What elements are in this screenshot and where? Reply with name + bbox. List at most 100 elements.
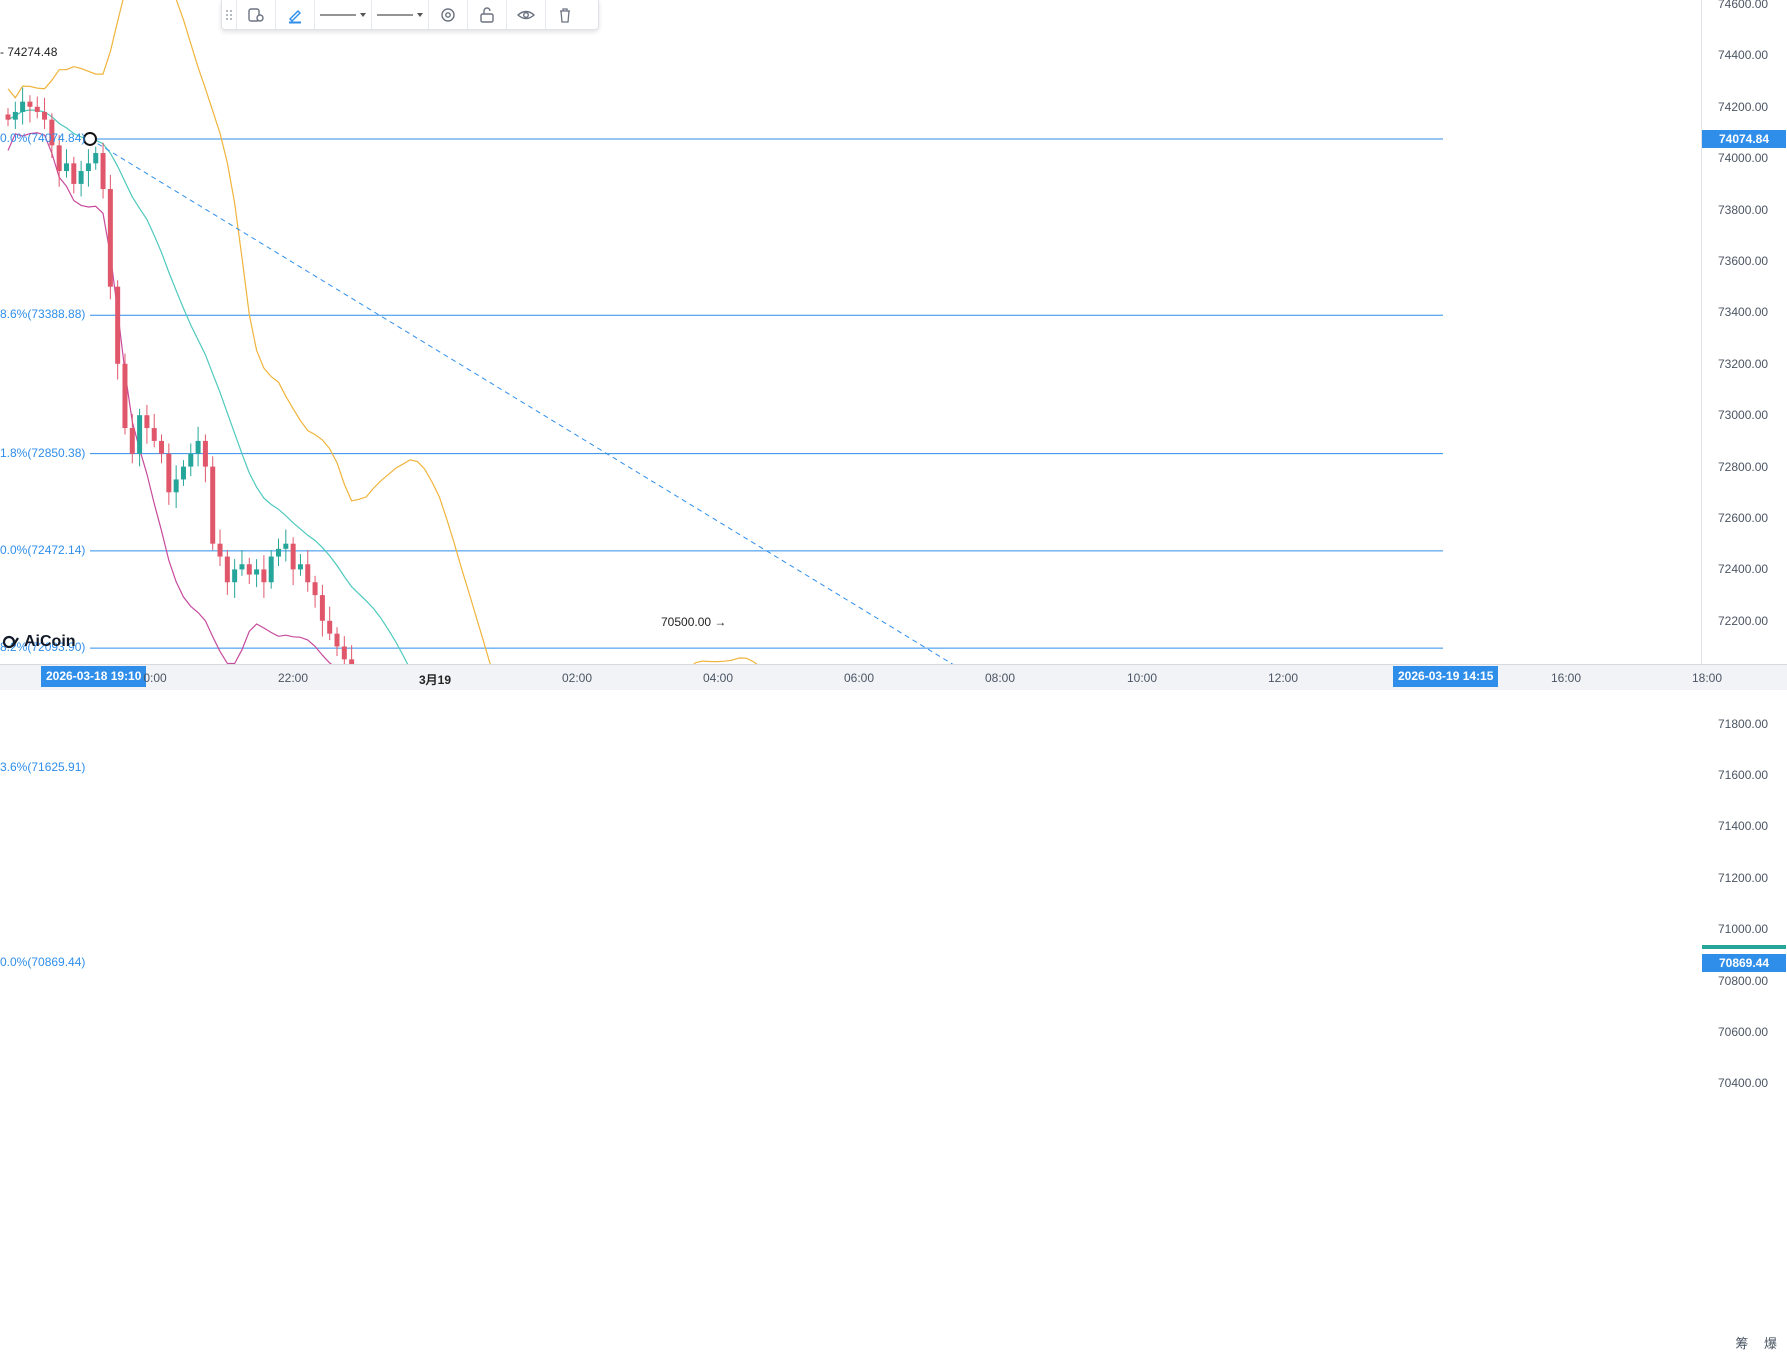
current-price-marker xyxy=(1702,945,1786,950)
candle xyxy=(115,286,121,364)
price-tick: 73200.00 xyxy=(1718,356,1769,371)
lower-band-line xyxy=(7,132,333,664)
drawing-toolbar xyxy=(221,0,599,30)
price-tick: 71400.00 xyxy=(1718,819,1769,834)
time-tick-partial: 0:00 xyxy=(143,671,167,685)
candle xyxy=(12,111,18,120)
candle xyxy=(93,153,99,164)
candle xyxy=(34,106,40,112)
candle xyxy=(305,564,311,583)
price-tick: 72200.00 xyxy=(1718,613,1769,628)
high-price-value: 74274.48 xyxy=(7,45,58,59)
candle xyxy=(210,466,216,544)
aicoin-logo: AiCoin xyxy=(2,633,76,651)
price-tick: 74600.00 xyxy=(1718,0,1769,11)
candle xyxy=(268,556,274,583)
visibility-icon[interactable] xyxy=(507,0,546,29)
price-tick: 72600.00 xyxy=(1718,511,1769,525)
candle xyxy=(71,163,77,184)
candle xyxy=(122,363,128,429)
end-time-tag: 2026-03-19 14:15 xyxy=(1393,666,1499,687)
fib-level-label: 0.0%(72472.14) xyxy=(0,542,86,557)
time-tick: 02:00 xyxy=(561,671,593,685)
settings-icon[interactable] xyxy=(429,0,468,29)
candle xyxy=(20,101,26,112)
time-tick: 12:00 xyxy=(1267,671,1299,685)
candle xyxy=(49,119,55,146)
candle xyxy=(151,428,157,441)
low-price-value: 70500.00 xyxy=(661,615,712,629)
time-tick: 18:00 xyxy=(1691,671,1723,685)
candle xyxy=(246,564,252,575)
fib-level-label: 0.0%(74074.84) xyxy=(0,130,86,145)
price-tick: 74000.00 xyxy=(1718,151,1769,166)
price-tick: 72800.00 xyxy=(1718,459,1769,474)
candle xyxy=(217,543,223,557)
candle xyxy=(312,582,318,596)
fib-level-label: 8.6%(73388.88) xyxy=(0,307,86,322)
candle xyxy=(283,543,289,549)
candle xyxy=(166,453,172,493)
candle xyxy=(276,548,282,557)
candle xyxy=(144,415,150,429)
time-tick: 08:00 xyxy=(984,671,1016,685)
candle xyxy=(137,415,143,454)
time-tick: 22:00 xyxy=(277,671,309,685)
logo-text: AiCoin xyxy=(24,633,76,650)
price-chart[interactable] xyxy=(0,0,1701,664)
fib-top-price-tag: 74074.84 xyxy=(1702,129,1786,148)
time-axis[interactable]: 2026-03-18 19:10 0:00 2026-03-19 14:15 筹… xyxy=(0,664,1787,1351)
price-tick: 71800.00 xyxy=(1718,716,1769,731)
delete-icon[interactable] xyxy=(546,0,584,29)
start-time-tag: 2026-03-18 19:10 xyxy=(41,666,147,687)
high-price-label: - 74274.48 xyxy=(0,45,58,59)
drag-handle-icon[interactable] xyxy=(222,0,237,29)
time-tick: 06:00 xyxy=(843,671,875,685)
candle xyxy=(107,189,113,287)
price-tick: 70600.00 xyxy=(1718,1025,1769,1039)
price-tick: 73600.00 xyxy=(1718,254,1769,268)
price-tick: 73800.00 xyxy=(1718,202,1769,217)
candle xyxy=(27,101,33,107)
candle xyxy=(173,479,179,493)
price-axis[interactable]: 74600.00 74400.00 74200.00 74000.00 73800.00… xyxy=(1701,0,1787,1090)
candle xyxy=(195,440,201,454)
chart-area[interactable]: 0.0%(74074.84) 8.6%(73388.88) 1.8%(72850.3… xyxy=(0,0,1701,969)
time-tick: 04:00 xyxy=(702,671,734,685)
pen-color-icon[interactable] xyxy=(276,0,315,29)
candle xyxy=(254,569,260,575)
candle xyxy=(224,556,230,583)
line-style-dropdown[interactable] xyxy=(315,0,372,29)
trend-start-handle xyxy=(83,131,97,146)
candle xyxy=(239,564,245,570)
price-tick: 70800.00 xyxy=(1718,973,1769,988)
upper-band-line xyxy=(7,0,758,664)
lock-icon[interactable] xyxy=(468,0,507,29)
corner-labels[interactable]: 筹 爆 xyxy=(1735,1336,1783,1351)
time-tick: 16:00 xyxy=(1550,671,1582,685)
fib-level-label: 3.6%(71625.91) xyxy=(0,760,86,775)
candle xyxy=(63,163,69,172)
template-icon[interactable] xyxy=(237,0,276,29)
price-tick: 74400.00 xyxy=(1718,48,1769,63)
fib-trend-line xyxy=(89,138,954,664)
fib-level-label: 0.0%(70869.44) xyxy=(0,954,86,969)
line-width-dropdown[interactable] xyxy=(372,0,429,29)
aicoin-logo-icon xyxy=(2,635,19,649)
candle xyxy=(5,114,11,120)
candle xyxy=(100,153,106,190)
price-tick: 71000.00 xyxy=(1718,922,1769,937)
fib-level-label: 8.2%(72093.90) xyxy=(0,640,86,655)
low-price-label: 70500.00 → xyxy=(661,615,727,629)
candle xyxy=(261,569,267,583)
fib-level-label: 1.8%(72850.38) xyxy=(0,445,86,460)
candle xyxy=(180,466,186,480)
middle-band-line xyxy=(7,109,409,664)
candle xyxy=(349,659,355,664)
fib-bottom-price-tag: 70869.44 xyxy=(1702,953,1786,972)
candle xyxy=(297,564,303,570)
candle xyxy=(334,633,340,647)
candle xyxy=(56,145,62,172)
price-tick: 73000.00 xyxy=(1718,408,1769,423)
time-tick: 3月19 xyxy=(418,673,452,687)
